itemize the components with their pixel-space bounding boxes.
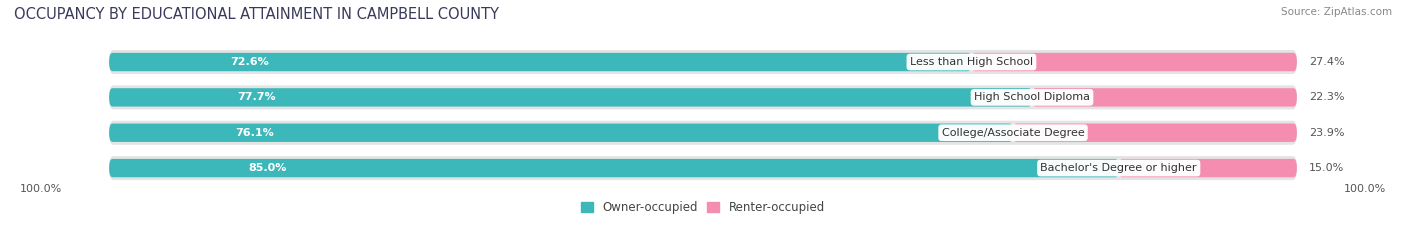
Text: 76.1%: 76.1% [235,128,274,138]
FancyBboxPatch shape [972,53,1296,71]
FancyBboxPatch shape [1012,123,1296,142]
FancyBboxPatch shape [1032,88,1296,106]
FancyBboxPatch shape [110,121,1296,145]
Text: High School Diploma: High School Diploma [974,92,1090,102]
Text: 72.6%: 72.6% [231,57,269,67]
Text: 100.0%: 100.0% [20,184,62,194]
FancyBboxPatch shape [110,85,1296,110]
FancyBboxPatch shape [110,53,972,71]
Text: 100.0%: 100.0% [1344,184,1386,194]
Text: Less than High School: Less than High School [910,57,1033,67]
FancyBboxPatch shape [110,123,1012,142]
Text: OCCUPANCY BY EDUCATIONAL ATTAINMENT IN CAMPBELL COUNTY: OCCUPANCY BY EDUCATIONAL ATTAINMENT IN C… [14,7,499,22]
Text: Bachelor's Degree or higher: Bachelor's Degree or higher [1040,163,1197,173]
FancyBboxPatch shape [110,159,1119,177]
Text: 27.4%: 27.4% [1309,57,1344,67]
Text: Source: ZipAtlas.com: Source: ZipAtlas.com [1281,7,1392,17]
FancyBboxPatch shape [110,88,1032,106]
Text: 15.0%: 15.0% [1309,163,1344,173]
Text: College/Associate Degree: College/Associate Degree [942,128,1084,138]
FancyBboxPatch shape [1119,159,1296,177]
Text: 23.9%: 23.9% [1309,128,1344,138]
FancyBboxPatch shape [110,156,1296,180]
FancyBboxPatch shape [110,50,1296,74]
Text: 22.3%: 22.3% [1309,92,1344,102]
Legend: Owner-occupied, Renter-occupied: Owner-occupied, Renter-occupied [576,197,830,219]
Text: 77.7%: 77.7% [238,92,277,102]
Text: 85.0%: 85.0% [247,163,287,173]
